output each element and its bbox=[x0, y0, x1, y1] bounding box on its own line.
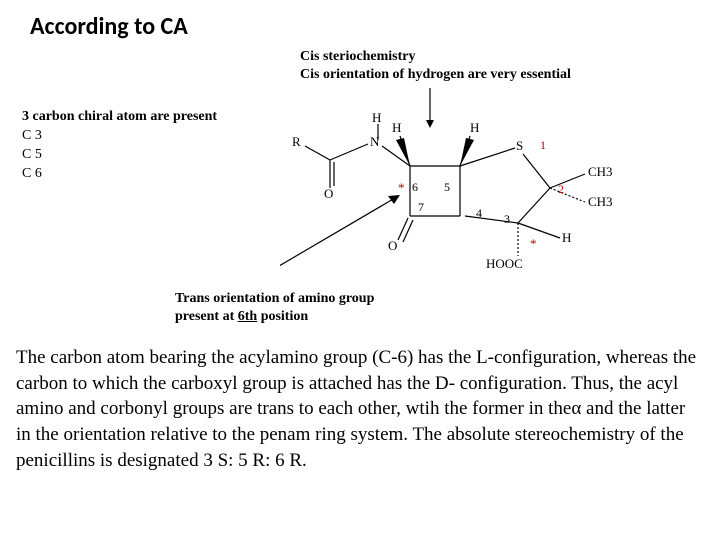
left-note-header: 3 carbon chiral atom are present bbox=[22, 108, 217, 127]
label-H-NH: H bbox=[372, 110, 381, 126]
label-CH3-a: CH3 bbox=[588, 164, 613, 180]
ring-num-5: 5 bbox=[444, 180, 450, 195]
label-O-lactam: O bbox=[388, 238, 397, 254]
ring-num-1: 1 bbox=[540, 138, 546, 153]
ring-num-6: 6 bbox=[412, 180, 418, 195]
chiral-atoms-note: 3 carbon chiral atom are present C 3 C 5… bbox=[22, 108, 217, 184]
bottom-note-sup: 6th bbox=[238, 309, 257, 324]
label-H-C3: H bbox=[562, 230, 571, 246]
structure-svg bbox=[280, 88, 680, 298]
label-S: S bbox=[516, 138, 523, 154]
ring-num-2: 2 bbox=[558, 182, 564, 197]
ring-num-7: 7 bbox=[418, 200, 424, 215]
label-O-amide: O bbox=[324, 186, 333, 202]
penicillin-structure-diagram: R O N H H H S CH3 CH3 O HOOC H * * 1 2 3… bbox=[280, 88, 680, 298]
left-note-c6: C 6 bbox=[22, 165, 217, 184]
ring-num-3: 3 bbox=[504, 212, 510, 227]
ring-num-4: 4 bbox=[476, 206, 482, 221]
top-note-line1: Cis steriochemistry bbox=[300, 48, 571, 66]
page-title: According to CA bbox=[30, 12, 188, 41]
label-N-amide: N bbox=[370, 134, 379, 150]
bottom-note-line2: present at 6th position bbox=[175, 308, 374, 326]
label-H-C6: H bbox=[392, 120, 401, 136]
label-star-c3: * bbox=[530, 236, 537, 252]
label-R: R bbox=[292, 134, 301, 150]
label-star-c6: * bbox=[398, 180, 405, 196]
left-note-c3: C 3 bbox=[22, 127, 217, 146]
label-H-C5: H bbox=[470, 120, 479, 136]
body-paragraph: The carbon atom bearing the acylamino gr… bbox=[16, 345, 704, 473]
top-note-line2: Cis orientation of hydrogen are very ess… bbox=[300, 66, 571, 84]
label-HOOC: HOOC bbox=[486, 256, 523, 272]
label-CH3-b: CH3 bbox=[588, 194, 613, 210]
left-note-c5: C 5 bbox=[22, 146, 217, 165]
top-stereochem-note: Cis steriochemistry Cis orientation of h… bbox=[300, 48, 571, 83]
bottom-note-prefix: present at bbox=[175, 309, 238, 324]
bottom-note-suffix: position bbox=[257, 309, 308, 324]
